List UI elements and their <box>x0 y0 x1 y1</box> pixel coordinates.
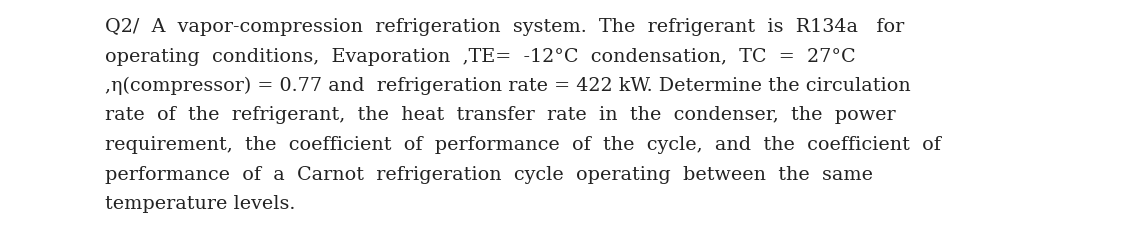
Text: Q2/  A  vapor-compression  refrigeration  system.  The  refrigerant  is  R134a  : Q2/ A vapor-compression refrigeration sy… <box>105 18 904 36</box>
Text: ,η(compressor) = 0.77 and  refrigeration rate = 422 kW. Determine the circulatio: ,η(compressor) = 0.77 and refrigeration … <box>105 77 910 95</box>
Text: requirement,  the  coefficient  of  performance  of  the  cycle,  and  the  coef: requirement, the coefficient of performa… <box>105 136 941 154</box>
Text: operating  conditions,  Evaporation  ,TE=  -12°C  condensation,  TC  =  27°C: operating conditions, Evaporation ,TE= -… <box>105 48 855 65</box>
Text: rate  of  the  refrigerant,  the  heat  transfer  rate  in  the  condenser,  the: rate of the refrigerant, the heat transf… <box>105 107 896 125</box>
Text: performance  of  a  Carnot  refrigeration  cycle  operating  between  the  same: performance of a Carnot refrigeration cy… <box>105 165 873 184</box>
Text: temperature levels.: temperature levels. <box>105 195 296 213</box>
